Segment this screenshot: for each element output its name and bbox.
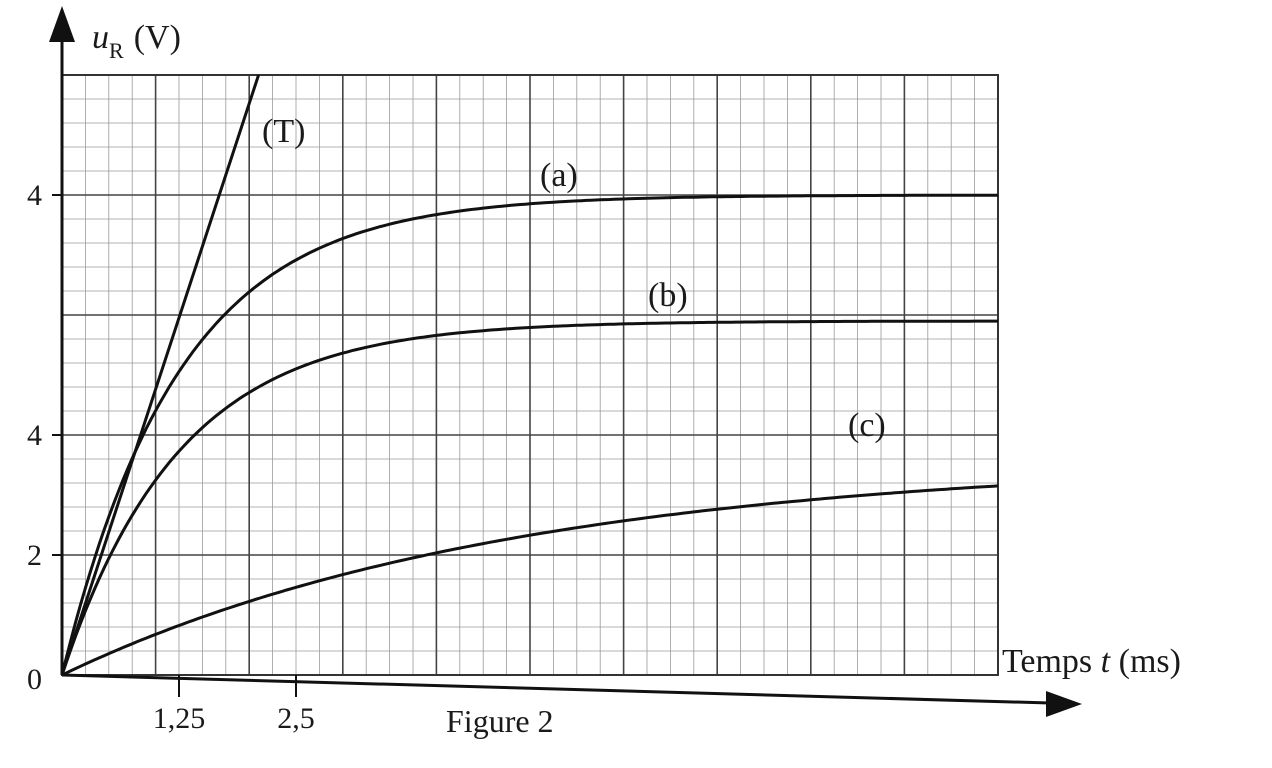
y-axis-label: uR (V) <box>92 19 181 63</box>
y-axis-arrow <box>49 6 75 42</box>
series-label-c: (c) <box>848 407 886 444</box>
series-label-T: (T) <box>262 113 305 150</box>
y-tick-label: 0 <box>27 663 42 696</box>
x-tick-label: 2,5 <box>277 702 315 735</box>
curve-a <box>60 193 998 676</box>
x-axis-label: Temps t (ms) <box>1002 643 1181 680</box>
series-label-b: (b) <box>648 277 688 314</box>
y-tick-label: 4 <box>27 179 42 212</box>
figure-caption: Figure 2 <box>446 703 554 739</box>
curve-T <box>60 74 260 676</box>
ticks: 1,25 2,5 0 2 4 4 <box>27 179 315 735</box>
curve-b <box>60 319 998 676</box>
x-axis-line <box>61 673 1051 705</box>
axes <box>49 6 1082 717</box>
x-tick-label: 1,25 <box>153 702 206 735</box>
curve-c <box>61 484 999 677</box>
series-label-a: (a) <box>540 157 578 194</box>
curves: (T) (a) (b) (c) <box>60 74 999 677</box>
x-axis-arrow <box>1046 691 1082 717</box>
y-tick-label: 2 <box>27 539 42 572</box>
y-tick-label: 4 <box>27 419 42 452</box>
